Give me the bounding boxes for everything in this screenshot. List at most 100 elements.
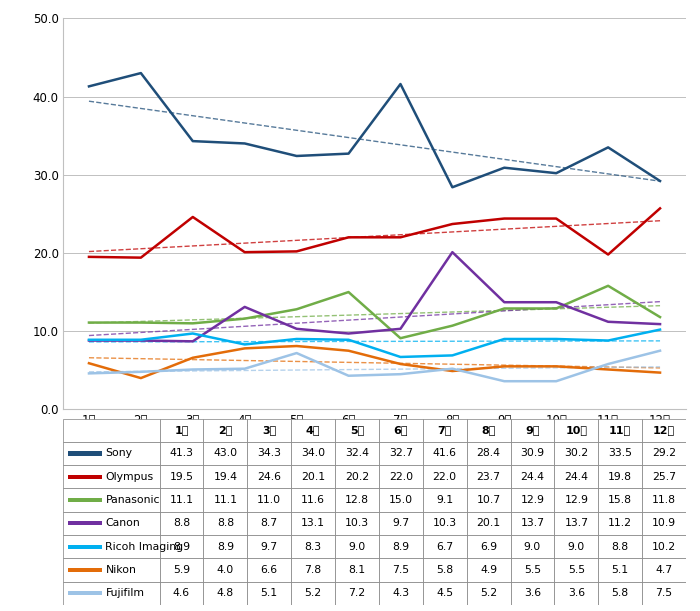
- Bar: [68, 498, 102, 502]
- Bar: [291, 558, 335, 582]
- Bar: [160, 465, 204, 488]
- Text: 9월: 9월: [525, 425, 540, 435]
- Bar: [598, 558, 642, 582]
- Bar: [642, 582, 686, 605]
- Text: 5.1: 5.1: [612, 565, 629, 575]
- Bar: [291, 582, 335, 605]
- Bar: [335, 442, 379, 465]
- Text: 6.6: 6.6: [260, 565, 278, 575]
- Text: 15.0: 15.0: [389, 495, 413, 505]
- Bar: [423, 535, 467, 558]
- Text: 29.2: 29.2: [652, 448, 676, 458]
- Text: 10.3: 10.3: [433, 518, 457, 529]
- Text: 30.9: 30.9: [520, 448, 545, 458]
- Bar: [335, 558, 379, 582]
- Bar: [247, 558, 291, 582]
- Bar: [63, 512, 160, 535]
- Text: 6월: 6월: [393, 425, 408, 435]
- Text: Nikon: Nikon: [106, 565, 136, 575]
- Text: 4.3: 4.3: [392, 588, 410, 598]
- Bar: [63, 582, 160, 605]
- Bar: [423, 512, 467, 535]
- Bar: [379, 512, 423, 535]
- Text: 4.5: 4.5: [436, 588, 454, 598]
- Bar: [598, 465, 642, 488]
- Bar: [291, 512, 335, 535]
- Bar: [63, 442, 160, 465]
- Text: 5.8: 5.8: [436, 565, 454, 575]
- Bar: [204, 558, 247, 582]
- Text: 11.1: 11.1: [214, 495, 237, 505]
- Bar: [247, 419, 291, 442]
- Bar: [63, 535, 160, 558]
- Bar: [247, 442, 291, 465]
- Bar: [598, 535, 642, 558]
- Bar: [204, 419, 247, 442]
- Text: 2월: 2월: [218, 425, 232, 435]
- Text: 19.5: 19.5: [169, 472, 193, 481]
- Bar: [642, 535, 686, 558]
- Bar: [68, 544, 102, 549]
- Text: 7.8: 7.8: [304, 565, 322, 575]
- Text: 4.0: 4.0: [217, 565, 234, 575]
- Bar: [68, 452, 102, 456]
- Text: 9.1: 9.1: [436, 495, 454, 505]
- Text: 12월: 12월: [653, 425, 675, 435]
- Text: 7.5: 7.5: [392, 565, 410, 575]
- Text: 8.8: 8.8: [173, 518, 190, 529]
- Bar: [63, 465, 160, 488]
- Text: 3월: 3월: [262, 425, 276, 435]
- Bar: [467, 488, 510, 512]
- Bar: [379, 488, 423, 512]
- Text: 11.2: 11.2: [608, 518, 632, 529]
- Bar: [554, 442, 598, 465]
- Bar: [379, 558, 423, 582]
- Text: 3.6: 3.6: [524, 588, 541, 598]
- Text: Fujifilm: Fujifilm: [106, 588, 144, 598]
- Bar: [68, 521, 102, 525]
- Bar: [642, 419, 686, 442]
- Text: 25.7: 25.7: [652, 472, 676, 481]
- Bar: [160, 488, 204, 512]
- Bar: [335, 488, 379, 512]
- Bar: [204, 465, 247, 488]
- Text: Canon: Canon: [106, 518, 140, 529]
- Bar: [335, 512, 379, 535]
- Text: 8.9: 8.9: [217, 542, 234, 552]
- Text: 33.5: 33.5: [608, 448, 632, 458]
- Bar: [247, 512, 291, 535]
- Bar: [379, 582, 423, 605]
- Bar: [598, 442, 642, 465]
- Text: 34.0: 34.0: [301, 448, 326, 458]
- Bar: [423, 419, 467, 442]
- Bar: [598, 488, 642, 512]
- Text: 24.6: 24.6: [257, 472, 281, 481]
- Bar: [379, 419, 423, 442]
- Text: 4.9: 4.9: [480, 565, 497, 575]
- Text: 10.2: 10.2: [652, 542, 676, 552]
- Text: 6.9: 6.9: [480, 542, 497, 552]
- Bar: [423, 442, 467, 465]
- Bar: [68, 568, 102, 572]
- Text: 41.6: 41.6: [433, 448, 456, 458]
- Text: 1월: 1월: [174, 425, 189, 435]
- Text: 9.0: 9.0: [349, 542, 365, 552]
- Text: 8.1: 8.1: [349, 565, 365, 575]
- Text: 7.5: 7.5: [655, 588, 673, 598]
- Bar: [160, 442, 204, 465]
- Text: 23.7: 23.7: [477, 472, 500, 481]
- Bar: [335, 419, 379, 442]
- Text: 5.9: 5.9: [173, 565, 190, 575]
- Text: 9.7: 9.7: [392, 518, 410, 529]
- Bar: [68, 591, 102, 595]
- Text: 32.4: 32.4: [345, 448, 369, 458]
- Text: 43.0: 43.0: [214, 448, 237, 458]
- Text: 4.8: 4.8: [217, 588, 234, 598]
- Bar: [467, 535, 510, 558]
- Text: 9.0: 9.0: [524, 542, 541, 552]
- Bar: [510, 535, 554, 558]
- Text: 20.1: 20.1: [477, 518, 500, 529]
- Bar: [423, 558, 467, 582]
- Bar: [467, 465, 510, 488]
- Bar: [160, 558, 204, 582]
